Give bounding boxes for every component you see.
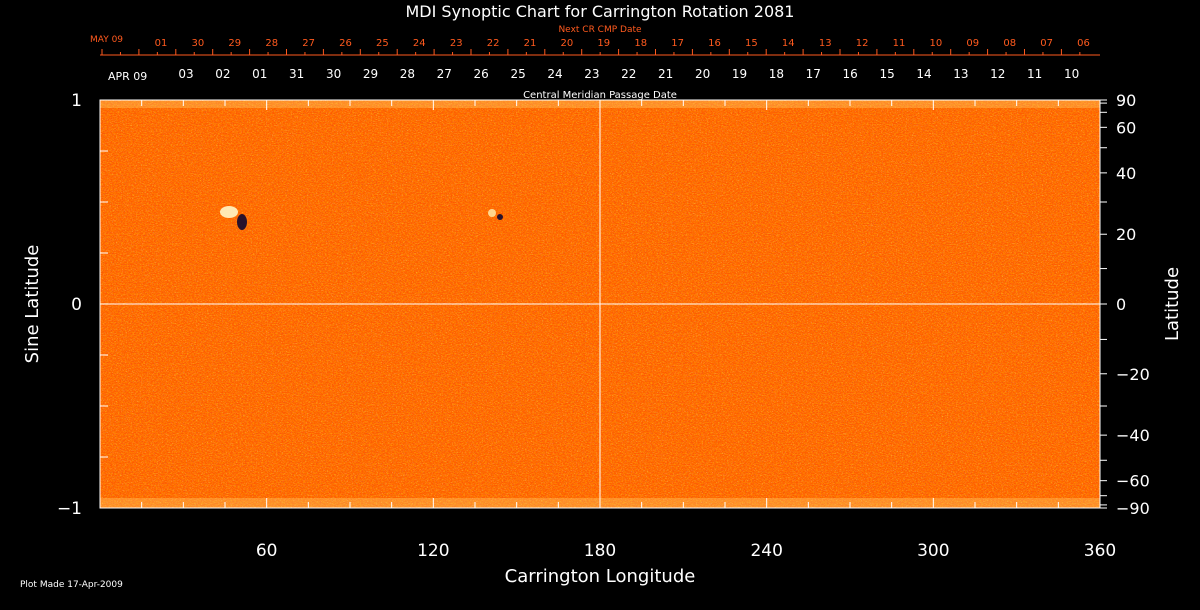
cmp-date-label: 31: [289, 67, 304, 81]
next-cr-date-label: 01: [155, 38, 168, 49]
next-cr-date-label: 27: [302, 38, 315, 49]
next-cr-date-label: 25: [376, 38, 389, 49]
next-cr-date-label: 30: [192, 38, 205, 49]
plot-area: [99, 99, 1101, 509]
plot-made-note: Plot Made 17-Apr-2009: [20, 580, 123, 590]
x-tick-label: 360: [1084, 541, 1116, 561]
next-cr-date-label: 06: [1077, 38, 1090, 49]
cmp-date-label: 29: [363, 67, 378, 81]
next-cr-date-label: 17: [671, 38, 684, 49]
y-right-tick-label: 40: [1116, 164, 1136, 183]
y-right-tick-label: 90: [1116, 91, 1136, 110]
cmp-date-label: 18: [769, 67, 784, 81]
next-cr-date-label: 16: [708, 38, 721, 49]
cmp-date-label: 17: [806, 67, 821, 81]
next-cr-date-label: 12: [856, 38, 869, 49]
cmp-date-label: 30: [326, 67, 341, 81]
cmp-date-label: 12: [990, 67, 1005, 81]
x-tick-label: 60: [256, 541, 278, 561]
next-cr-ticks: 01 30 29 28 27 26 25 24 23 22 21 20 19 18 17 16 15 14 13 12…: [101, 38, 1090, 55]
next-cr-date-label: 19: [597, 38, 610, 49]
y-right-tick-label: 0: [1116, 295, 1126, 314]
x-axis-label: Carrington Longitude: [505, 566, 696, 587]
next-cr-axis-label: Next CR CMP Date: [558, 25, 642, 35]
next-cr-date-label: 20: [561, 38, 574, 49]
next-cr-date-label: 13: [819, 38, 832, 49]
x-tick-label: 300: [917, 541, 949, 561]
y-right-tick-label: −20: [1116, 365, 1150, 384]
y-axis-right-label: Latitude: [1162, 267, 1183, 341]
next-cr-date-label: 14: [782, 38, 795, 49]
cmp-ticks: 03 02 01 31 30 29 28 27 26 25 24 23 22 21 20 19 18 17 16 15…: [178, 67, 1079, 81]
y-axis-left-label: Sine Latitude: [22, 245, 43, 364]
y-left-tick-label: −1: [57, 499, 82, 519]
active-region-negative: [237, 214, 247, 230]
next-cr-date-label: 22: [487, 38, 500, 49]
cmp-axis-label: Central Meridian Passage Date: [523, 90, 677, 101]
next-cr-date-label: 11: [893, 38, 906, 49]
y-right-tick-label: −90: [1116, 499, 1150, 518]
y-axis-right-ticks: 90 60 40 20 0 −20 −40 −60 −90: [1100, 91, 1150, 518]
cmp-date-label: 28: [400, 67, 415, 81]
next-cr-date-label: 21: [524, 38, 537, 49]
y-left-tick-label: 0: [71, 295, 82, 315]
cmp-date-label: 20: [695, 67, 710, 81]
x-tick-label: 120: [417, 541, 449, 561]
cmp-date-label: 19: [732, 67, 747, 81]
cmp-date-label: 27: [437, 67, 452, 81]
active-region-positive: [220, 206, 238, 218]
y-right-tick-label: −40: [1116, 426, 1150, 445]
cmp-month-label: APR 09: [108, 70, 147, 83]
cmp-date-label: 02: [215, 67, 230, 81]
cmp-date-label: 03: [178, 67, 193, 81]
x-tick-label: 180: [584, 541, 616, 561]
cmp-date-label: 01: [252, 67, 267, 81]
cmp-date-label: 25: [510, 67, 525, 81]
next-cr-date-label: 28: [265, 38, 278, 49]
small-region-negative: [497, 214, 503, 220]
cmp-date-label: 15: [879, 67, 894, 81]
chart-title: MDI Synoptic Chart for Carrington Rotati…: [406, 2, 795, 21]
cmp-date-label: 23: [584, 67, 599, 81]
next-cr-date-label: 24: [413, 38, 426, 49]
cmp-date-label: 14: [916, 67, 931, 81]
next-cr-date-label: 15: [745, 38, 758, 49]
cmp-date-label: 22: [621, 67, 636, 81]
cmp-date-label: 13: [953, 67, 968, 81]
cmp-date-label: 11: [1027, 67, 1042, 81]
y-right-tick-label: 60: [1116, 118, 1136, 137]
cmp-date-label: 16: [843, 67, 858, 81]
cmp-date-label: 24: [547, 67, 562, 81]
next-cr-date-label: 26: [339, 38, 352, 49]
x-tick-label: 240: [750, 541, 782, 561]
next-cr-date-label: 08: [1003, 38, 1016, 49]
small-region-positive: [488, 209, 496, 217]
next-cr-date-label: 23: [450, 38, 463, 49]
x-axis-ticks: 60 120 180 240 300 360: [141, 100, 1116, 561]
cmp-date-label: 21: [658, 67, 673, 81]
y-right-tick-label: −60: [1116, 472, 1150, 491]
next-cr-date-label: 07: [1040, 38, 1053, 49]
y-left-tick-label: 1: [71, 91, 82, 111]
y-right-tick-label: 20: [1116, 225, 1136, 244]
next-cr-date-label: 18: [634, 38, 647, 49]
next-cr-date-label: 29: [228, 38, 241, 49]
next-cr-date-label: 09: [966, 38, 979, 49]
cmp-date-label: 26: [474, 67, 489, 81]
cmp-date-label: 10: [1064, 67, 1079, 81]
y-axis-left-ticks: 1 0 −1: [57, 91, 108, 519]
next-cr-date-label: 10: [930, 38, 943, 49]
next-cr-month-label: MAY 09: [90, 35, 123, 45]
